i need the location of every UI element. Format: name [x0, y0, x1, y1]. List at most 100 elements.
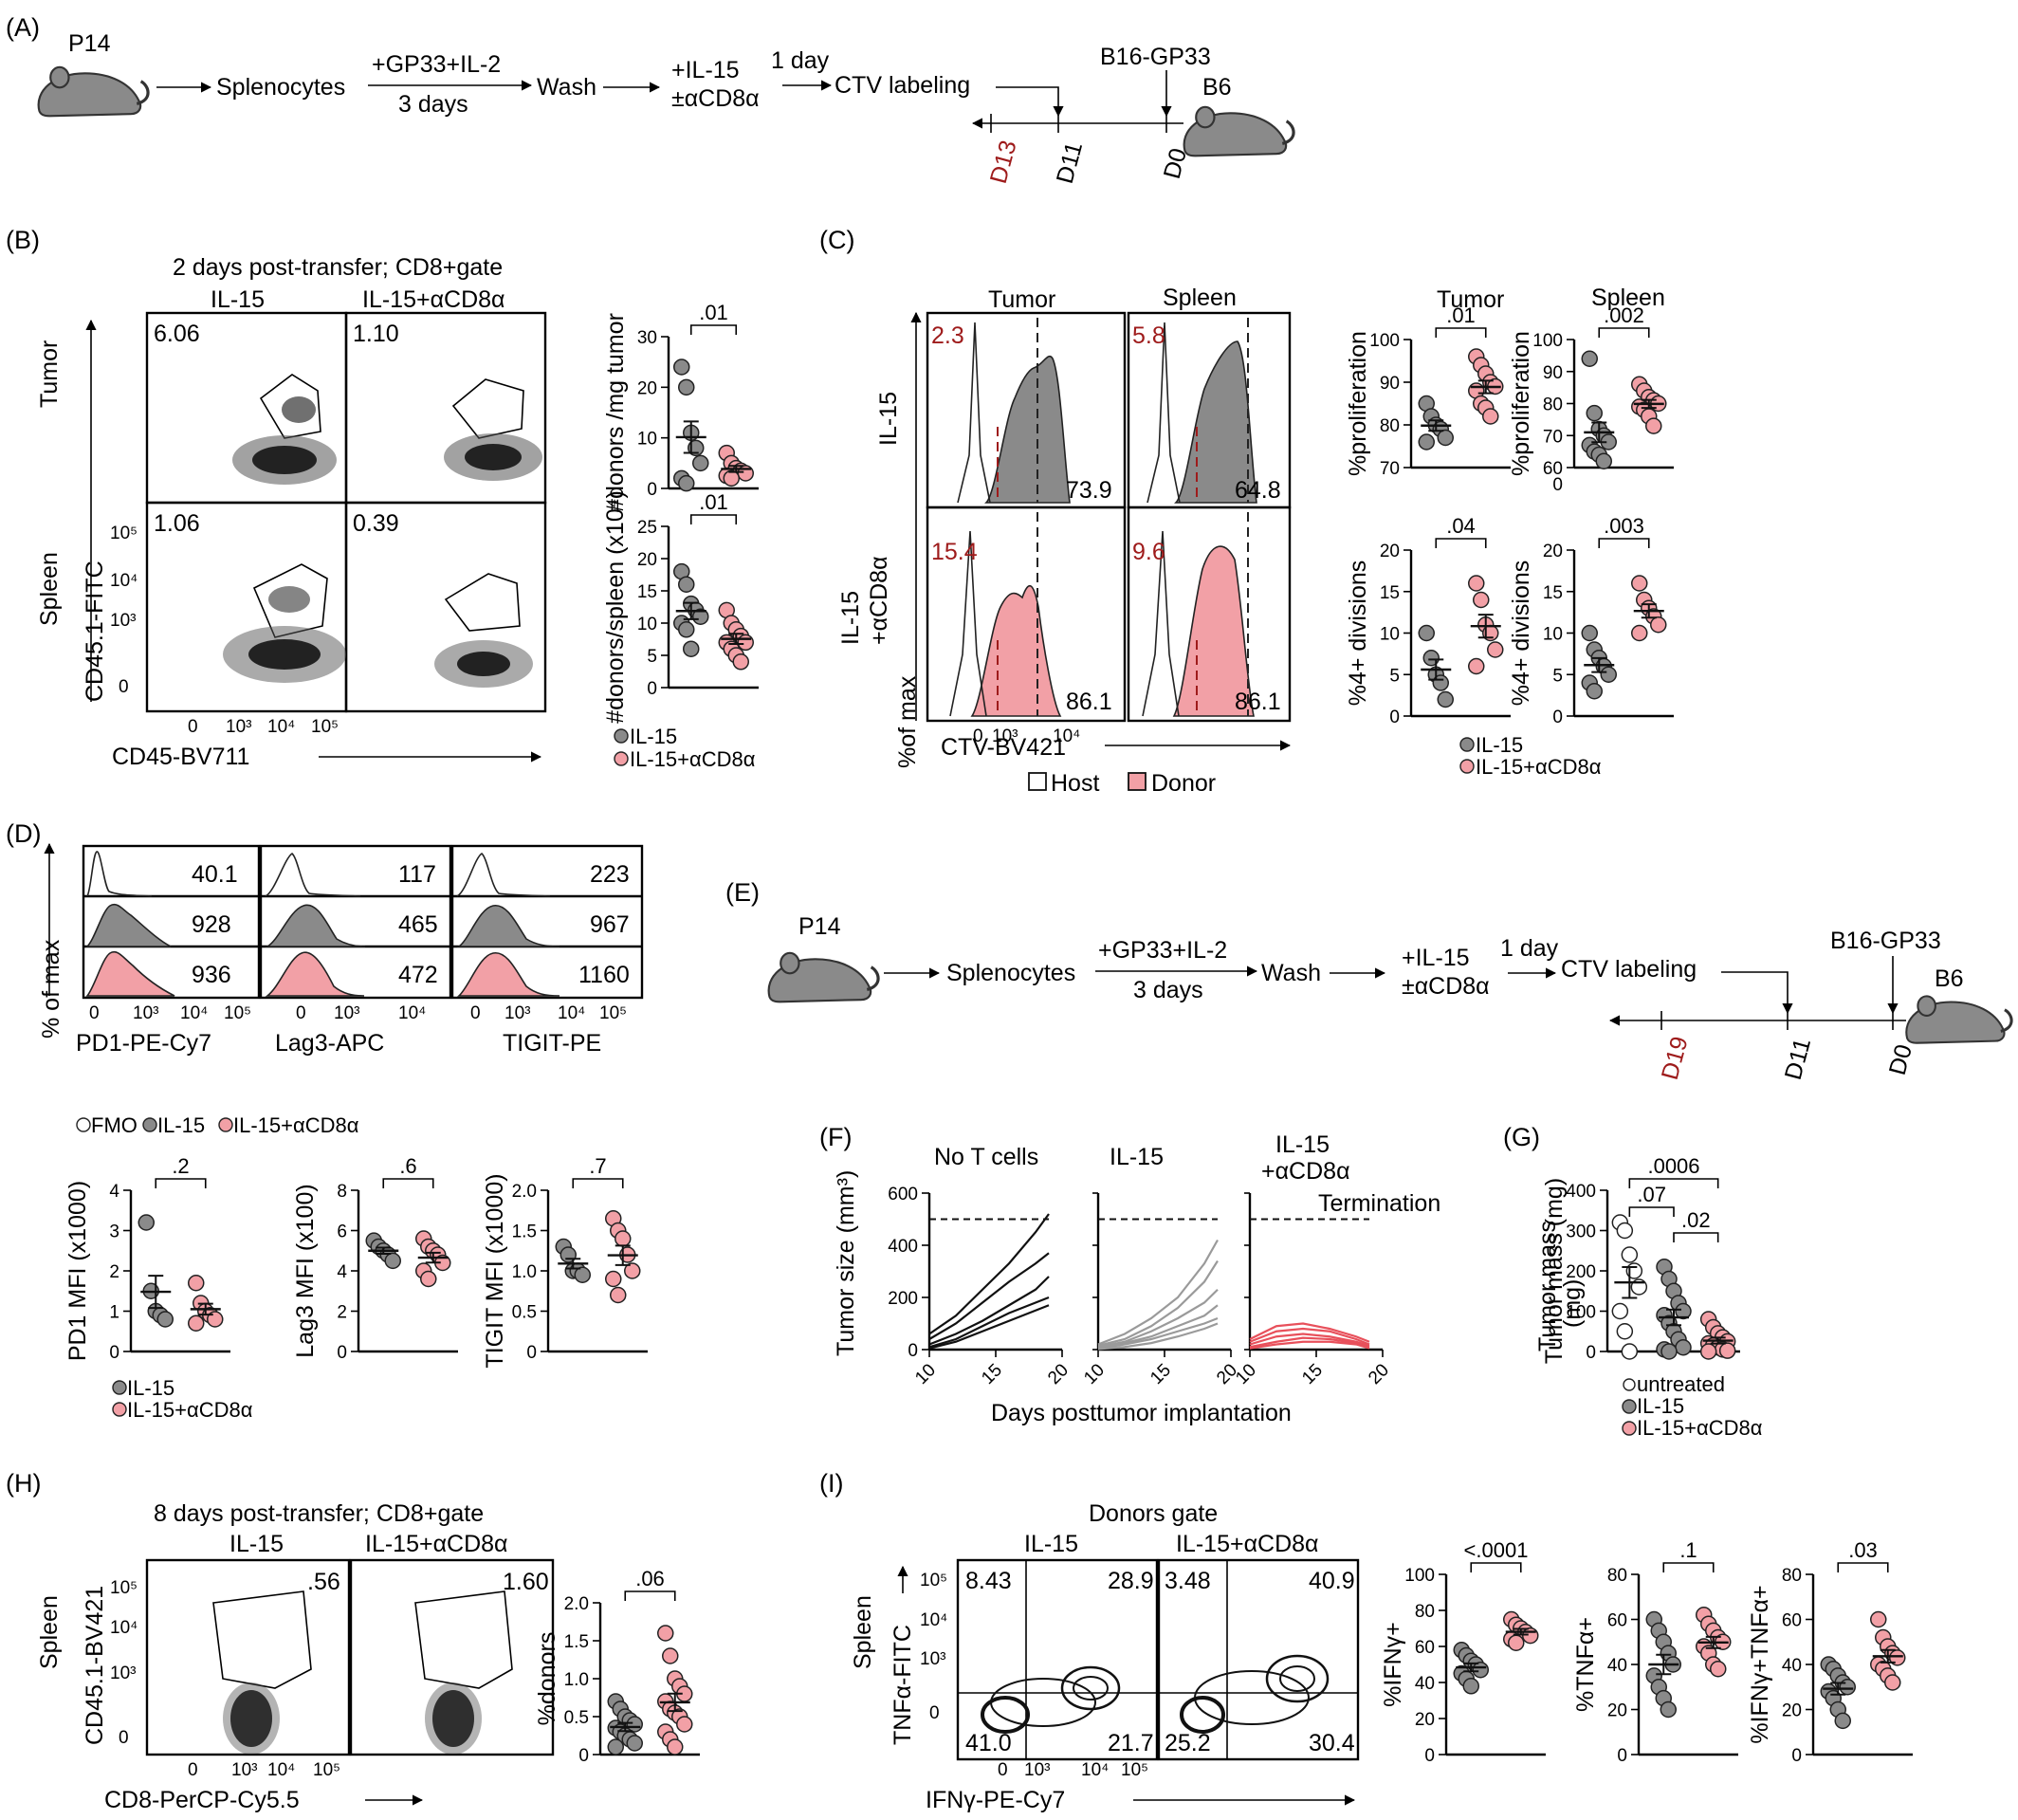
- y-tick-label: 2: [337, 1303, 347, 1323]
- y-tick-label: 90: [1543, 363, 1563, 383]
- panel-c-row1: IL-15: [875, 392, 902, 446]
- quad-value: 25.2: [1165, 1730, 1211, 1756]
- data-point: [1870, 1610, 1887, 1628]
- data-point: [1418, 624, 1435, 642]
- panel-b-col2: IL-15+αCD8α: [362, 286, 505, 313]
- x-tick: 10⁵: [224, 1003, 251, 1023]
- y-tick-label: 0: [908, 1341, 918, 1361]
- y-tick-label: 0: [647, 679, 657, 699]
- y-axis-label: %IFNγ+: [1380, 1622, 1406, 1707]
- y-tick-label: 15: [1380, 583, 1400, 603]
- legend-combo: IL-15+αCD8α: [1476, 755, 1602, 779]
- y-tick-label: 2.0: [512, 1182, 537, 1202]
- data-point: [1884, 1674, 1901, 1691]
- y-tick-label: 10: [1543, 625, 1563, 645]
- panel-c-row2a: IL-15: [837, 591, 864, 645]
- treat-top: +IL-15: [1402, 945, 1470, 971]
- treat-bottom: ±αCD8α: [671, 85, 760, 112]
- y-tick-label: 1.0: [564, 1670, 589, 1690]
- y-tick-label: 4: [337, 1262, 347, 1282]
- legend-untreated: untreated: [1637, 1372, 1725, 1396]
- y-tick-label: 80: [1782, 1566, 1802, 1586]
- mfi-value: 465: [398, 911, 438, 938]
- b6-mouse-icon: [1904, 994, 2013, 1045]
- data-point: [723, 469, 740, 487]
- f-yaxis: Tumor size (mm³): [833, 1170, 859, 1356]
- y-tick-label: 100: [1566, 1303, 1596, 1323]
- panel-label-c: (C): [819, 226, 854, 254]
- y-tick-label: 80: [1607, 1566, 1627, 1586]
- y-tick-label: 0: [1791, 1746, 1802, 1766]
- legend-combo: IL-15+αCD8α: [630, 747, 756, 771]
- x-tick: 10⁴: [180, 1003, 208, 1023]
- panel-b-xaxis: CD45-BV711: [112, 744, 249, 770]
- panel-label-e: (E): [725, 878, 760, 907]
- x-tick: 10⁴: [1053, 726, 1080, 746]
- protocol-e: P14 Splenocytes +GP33+IL-2 3 days Wash +…: [766, 913, 2013, 1083]
- quad-value: 8.43: [965, 1568, 1012, 1594]
- x-tick: 10⁵: [311, 717, 339, 737]
- series-line: [928, 1252, 1050, 1340]
- data-point: [657, 1625, 674, 1642]
- y-axis-label: #donors/spleen (x10⁴): [602, 490, 629, 724]
- y-tick-label: 0: [526, 1343, 537, 1363]
- panel-label-h: (H): [6, 1469, 41, 1498]
- tumor-label: B16-GP33: [1100, 44, 1211, 70]
- data-point: [138, 1214, 155, 1231]
- marker-label: TIGIT-PE: [503, 1030, 601, 1057]
- y-tick: 10⁴: [920, 1610, 947, 1630]
- y-tick-label: 40: [1415, 1674, 1435, 1694]
- panel-b-col1: IL-15: [211, 286, 265, 313]
- y-axis-label: #donors /mg tumor: [602, 313, 629, 512]
- data-point: [1468, 657, 1485, 675]
- legend-combo: IL-15+αCD8α: [1637, 1416, 1763, 1440]
- y-tick-label: 100: [1532, 331, 1563, 351]
- y-axis-label: %proliferation: [1508, 331, 1534, 476]
- data-point: [1462, 1678, 1479, 1695]
- p-value: .06: [635, 1567, 665, 1590]
- p-bracket: [1673, 1232, 1719, 1242]
- panel-c-col1: Tumor: [988, 286, 1055, 313]
- x-tick: 10⁴: [398, 1003, 426, 1023]
- p-bracket: [1628, 1206, 1675, 1217]
- y-tick-label: 20: [1543, 542, 1563, 561]
- data-point: [732, 653, 749, 671]
- gate-value: 6.06: [154, 321, 200, 347]
- population-blob: [223, 1682, 482, 1755]
- y-tick: 10⁴: [110, 1618, 138, 1638]
- x-tick-label: 10: [1080, 1360, 1109, 1388]
- dot-plot: 0 5 10 15 20 %4+ divisions .04: [1345, 514, 1511, 727]
- data-point: [624, 1262, 641, 1279]
- rest-label: 1 day: [1500, 935, 1559, 962]
- y-tick: 10⁵: [110, 524, 138, 543]
- y-tick-label: 60: [1782, 1611, 1802, 1631]
- data-point: [1581, 350, 1598, 367]
- data-point: [1675, 1339, 1692, 1356]
- series-line: [1097, 1316, 1219, 1350]
- data-point: [667, 1738, 684, 1756]
- data-point: [1645, 417, 1662, 434]
- f-xaxis: Days posttumor implantation: [991, 1400, 1292, 1426]
- x-tick: 0: [998, 1760, 1008, 1780]
- protocol-a: P14 Splenocytes +GP33+IL-2 3 days Wash +…: [36, 30, 1295, 187]
- day-transfer: D11: [1780, 1036, 1816, 1083]
- data-point: [1595, 452, 1612, 469]
- series-line: [1097, 1259, 1219, 1347]
- mfi-value: 472: [398, 962, 438, 988]
- x-tick: 10³: [1024, 1760, 1050, 1780]
- dot-plot: 0 20 40 60 80 100 %IFNγ+ <.0001: [1380, 1538, 1546, 1766]
- donor-value: 73.9: [1066, 477, 1112, 504]
- data-point: [1718, 1342, 1736, 1359]
- data-point: [1522, 1627, 1539, 1645]
- p-bracket: [1628, 1178, 1719, 1188]
- f-title: +αCD8α: [1261, 1158, 1350, 1185]
- stim-bottom: 3 days: [1133, 977, 1203, 1003]
- quad-value: 41.0: [965, 1730, 1012, 1756]
- legend-donor: Donor: [1151, 770, 1216, 797]
- y-axis-label: Tumor mass (mg): [1541, 1178, 1568, 1364]
- y-tick-label: 5: [1552, 666, 1563, 686]
- p-value: <.0001: [1464, 1538, 1529, 1562]
- y-tick-label: 5: [1389, 666, 1400, 686]
- p-value: .2: [172, 1154, 189, 1178]
